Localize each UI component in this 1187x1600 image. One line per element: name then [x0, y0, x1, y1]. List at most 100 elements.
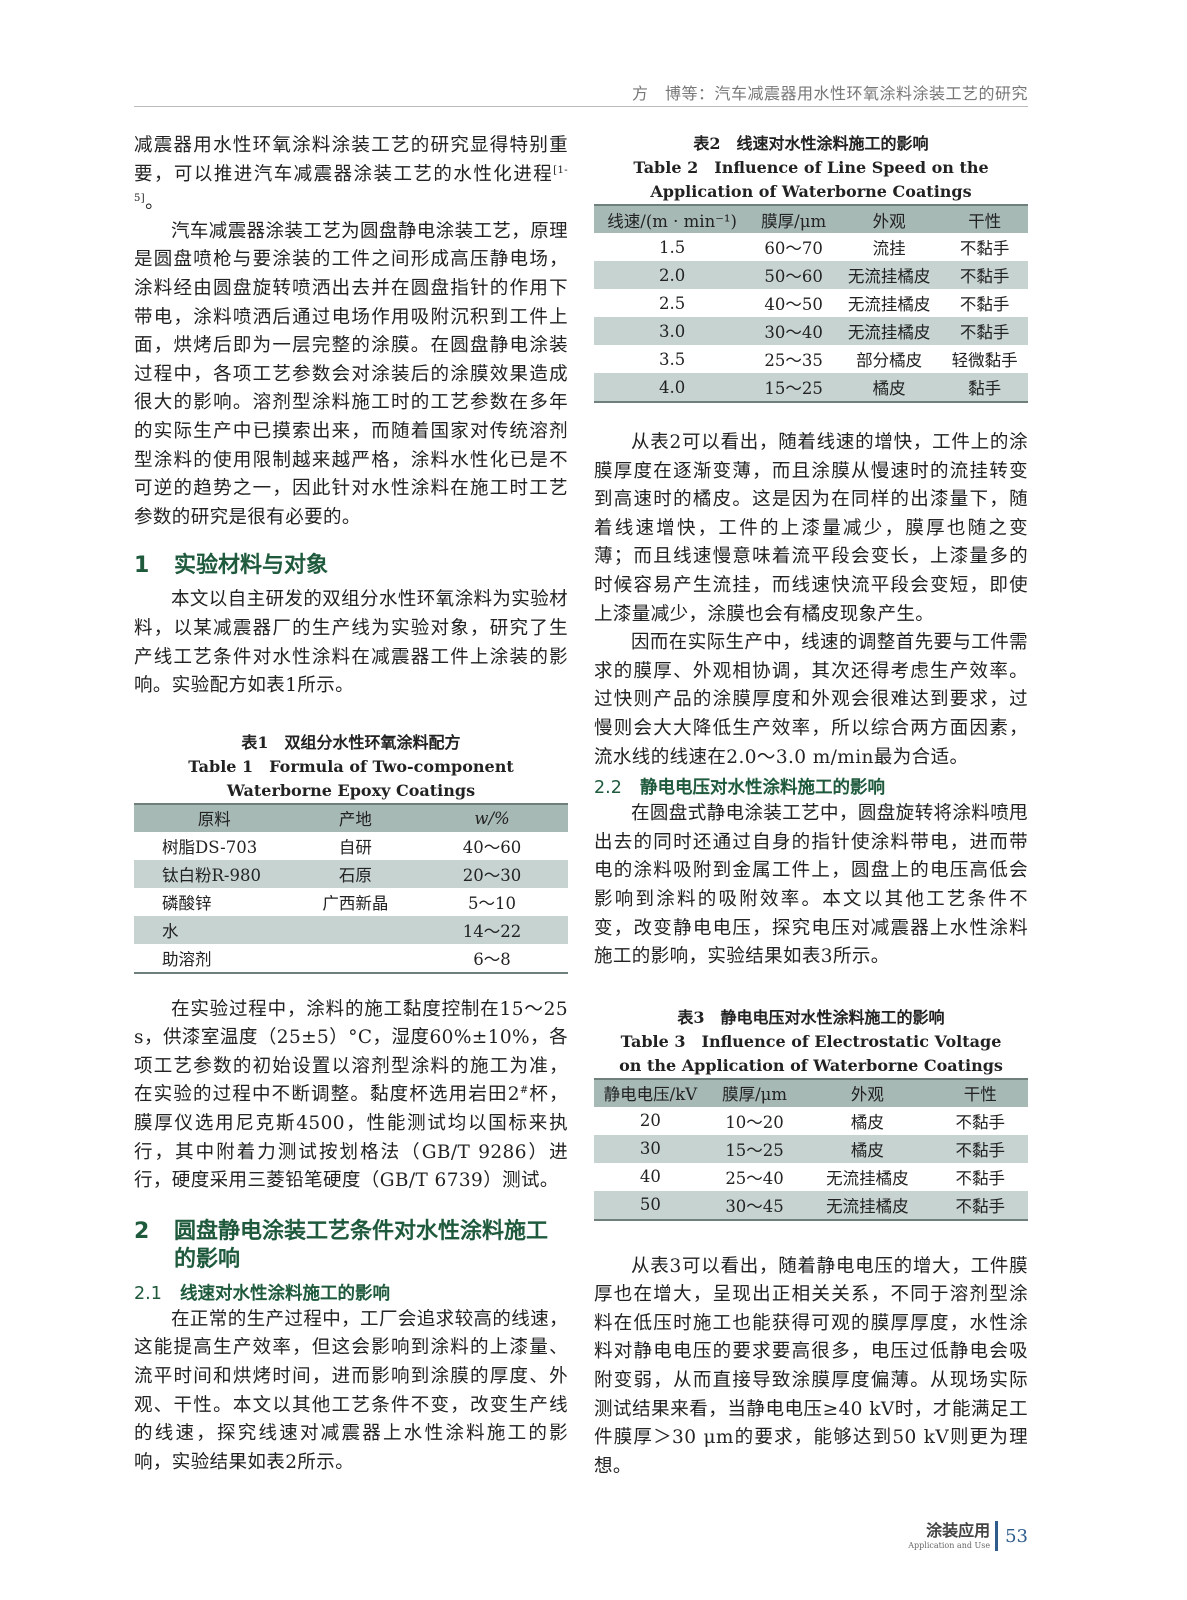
section-number: 2: [134, 1218, 150, 1244]
cell: [294, 943, 417, 974]
cell: 40～50: [764, 295, 823, 314]
section-heading-1: 1 实验材料与对象: [134, 552, 568, 580]
subsection-heading-2-1: 2.1 线速对水性涂料施工的影响: [134, 1282, 568, 1306]
cell: 14～22: [416, 915, 568, 944]
cell: 广西新晶: [322, 893, 389, 913]
section-heading-2: 2 圆盘静电涂装工艺条件对水性涂料施工的影响: [134, 1218, 568, 1274]
right-column: 表2 线速对水性涂料施工的影响 Table 2 Influence of Lin…: [594, 132, 1028, 1481]
paragraph-line-speed: 在正常的生产过程中，工厂会追求较高的线速，这能提高生产效率，但这会影响到涂料的上…: [134, 1308, 568, 1473]
cell: 30: [594, 1134, 707, 1163]
paragraph-experiment: 在实验过程中，涂料的施工黏度控制在15～25 s，供漆室温度（25±5）°C，湿…: [134, 996, 568, 1196]
cell: 水: [134, 915, 295, 944]
table-row: 30 15～25 橘皮 不黏手: [594, 1134, 1028, 1163]
cell: 15～25: [750, 373, 838, 403]
subsection-heading-2-2: 2.2 静电电压对水性涂料施工的影响: [594, 776, 1028, 800]
cell: 黏手: [941, 373, 1028, 403]
cell: 20～30: [416, 859, 568, 888]
table-row: 水 14～22: [134, 915, 568, 944]
text: 减震器用水性环氧涂料涂装工艺的研究显得特别重要，可以推进汽车减震器涂装工艺的水性…: [134, 135, 568, 185]
cell: 30～45: [706, 1190, 803, 1221]
section-title: 实验材料与对象: [174, 553, 329, 579]
cell: 40～60: [462, 837, 522, 857]
cell: 25～40: [725, 1168, 784, 1188]
cell: 不黏手: [955, 1168, 1005, 1188]
cell: 4.0: [594, 373, 751, 403]
subsection-title: 线速对水性涂料施工的影响: [180, 1283, 390, 1304]
table-row: 40 25～40 无流挂橘皮 不黏手: [594, 1163, 1028, 1191]
col-header: 原料: [134, 802, 295, 832]
section-title: 圆盘静电涂装工艺条件对水性涂料施工的影响: [174, 1218, 549, 1272]
col-header: 干性: [932, 1077, 1028, 1107]
table-row: 20 10～20 橘皮 不黏手: [594, 1107, 1028, 1135]
cell: 无流挂橘皮: [847, 295, 931, 314]
cell: [294, 915, 417, 944]
cell: 10～20: [725, 1112, 784, 1132]
table-caption-cn: 表1 双组分水性环氧涂料配方: [241, 732, 461, 752]
cell: 橘皮: [837, 373, 942, 403]
journal-name: 涂装应用 Application and Use: [908, 1521, 990, 1551]
cell: 助溶剂: [134, 943, 295, 974]
col-header: 干性: [941, 204, 1028, 233]
table-row: 助溶剂 6～8: [134, 943, 568, 974]
table-caption-cn: 表3 静电电压对水性涂料施工的影响: [677, 1007, 945, 1027]
cell: 石原: [294, 859, 417, 888]
paragraph-materials: 本文以自主研发的双组分水性环氧涂料为实验材料，以某减震器厂的生产线为实验对象，研…: [134, 589, 568, 697]
table-row: 2.0 50～60 无流挂橘皮 不黏手: [594, 261, 1028, 289]
cell: 无流挂橘皮: [837, 317, 942, 345]
footer-divider: [995, 1521, 999, 1552]
cell: 50～60: [750, 261, 838, 289]
table-2: 表2 线速对水性涂料施工的影响 Table 2 Influence of Lin…: [594, 132, 1028, 403]
text: 杯，膜厚仪选用尼克斯4500，性能测试均以国标来执行，其中附着力测试按划格法（G…: [134, 1084, 568, 1192]
cell: 部分橘皮: [856, 351, 923, 370]
journal-name-en: Application and Use: [908, 1541, 991, 1551]
cell: 自研: [338, 837, 372, 857]
table-1: 表1 双组分水性环氧涂料配方 Table 1 Formula of Two-co…: [134, 731, 568, 974]
col-header: 膜厚/μm: [706, 1077, 803, 1107]
cell: 磷酸锌: [162, 893, 212, 913]
running-header: 方 博等：汽车减震器用水性环氧涂料涂装工艺的研究: [134, 80, 1028, 107]
cell: 6～8: [416, 943, 568, 974]
cell: 50: [594, 1190, 707, 1221]
col-header: 膜厚/μm: [750, 204, 838, 233]
paragraph-table3-analysis: 从表3可以看出，随着静电电压的增大，工件膜厚也在增大，呈现出正相关关系，不同于溶…: [594, 1255, 1028, 1477]
paragraph-intro-end: 减震器用水性环氧涂料涂装工艺的研究显得特别重要，可以推进汽车减震器涂装工艺的水性…: [134, 132, 568, 218]
table-row: 磷酸锌 广西新晶 5～10: [134, 888, 568, 916]
table-row: 3.5 25～35 部分橘皮 轻微黏手: [594, 345, 1028, 373]
cell: 不黏手: [959, 295, 1010, 314]
table-row: 3.0 30～40 无流挂橘皮 不黏手: [594, 317, 1028, 345]
cell: 不黏手: [941, 261, 1028, 289]
cell: 不黏手: [959, 239, 1010, 258]
page: 方 博等：汽车减震器用水性环氧涂料涂装工艺的研究 减震器用水性环氧涂料涂装工艺的…: [134, 0, 1028, 1591]
table-row: 50 30～45 无流挂橘皮 不黏手: [594, 1190, 1028, 1221]
cell: 30～40: [750, 317, 838, 345]
table-caption-en: Table 3 Influence of Electrostatic Volta…: [619, 1031, 1003, 1075]
cell: 3.0: [594, 317, 751, 345]
left-column: 减震器用水性环氧涂料涂装工艺的研究显得特别重要，可以推进汽车减震器涂装工艺的水性…: [134, 132, 568, 1477]
subsection-number: 2.1: [134, 1283, 162, 1304]
table-row: 1.5 60～70 流挂 不黏手: [594, 233, 1028, 261]
cell: 20: [639, 1111, 661, 1131]
table-caption-en: Table 1 Formula of Two-component Waterbo…: [188, 756, 514, 800]
col-header: 线速/(m · min⁻¹): [594, 204, 751, 233]
cell: 流挂: [872, 239, 906, 258]
table-caption-en: Table 2 Influence of Line Speed on the A…: [633, 158, 989, 201]
paragraph-background: 汽车减震器涂装工艺为圆盘静电涂装工艺，原理是圆盘喷枪与要涂装的工件之间形成高压静…: [134, 220, 568, 528]
cell: 不黏手: [932, 1190, 1028, 1221]
col-header: 外观: [802, 1077, 933, 1107]
cell: 25～35: [764, 351, 823, 370]
paragraph-voltage: 在圆盘式静电涂装工艺中，圆盘旋转将涂料喷甩出去的同时还通过自身的指针使涂料带电，…: [594, 803, 1028, 968]
superscript: #: [519, 1085, 529, 1097]
cell: 无流挂橘皮: [837, 261, 942, 289]
cell: 钛白粉R-980: [134, 859, 295, 888]
table-row: 4.0 15～25 橘皮 黏手: [594, 373, 1028, 403]
cell: 橘皮: [802, 1134, 933, 1163]
cell: 40: [639, 1167, 661, 1187]
cell: 60～70: [764, 239, 823, 258]
table-row: 树脂DS-703 自研 40～60: [134, 832, 568, 860]
subsection-number: 2.2: [594, 778, 622, 799]
journal-name-cn: 涂装应用: [926, 1521, 991, 1541]
text: 在实验过程中，涂料的施工黏度控制在15～25 s，供漆室温度（25±5）°C，湿…: [134, 998, 568, 1106]
cell: 不黏手: [955, 1112, 1005, 1132]
cell: 不黏手: [932, 1134, 1028, 1163]
cell: 不黏手: [941, 317, 1028, 345]
